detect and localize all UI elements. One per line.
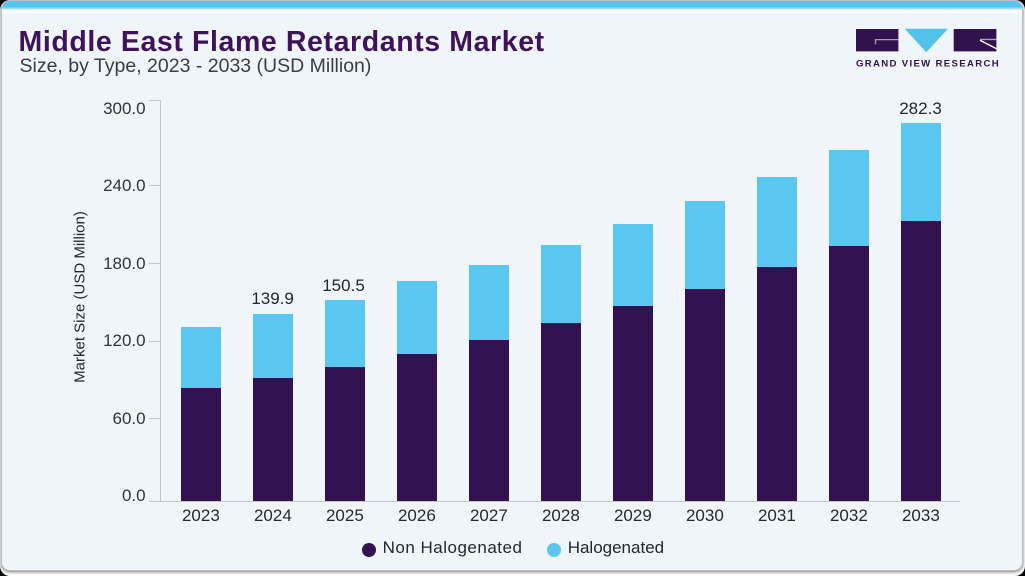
svg-text:GRAND VIEW RESEARCH: GRAND VIEW RESEARCH — [856, 58, 1000, 69]
